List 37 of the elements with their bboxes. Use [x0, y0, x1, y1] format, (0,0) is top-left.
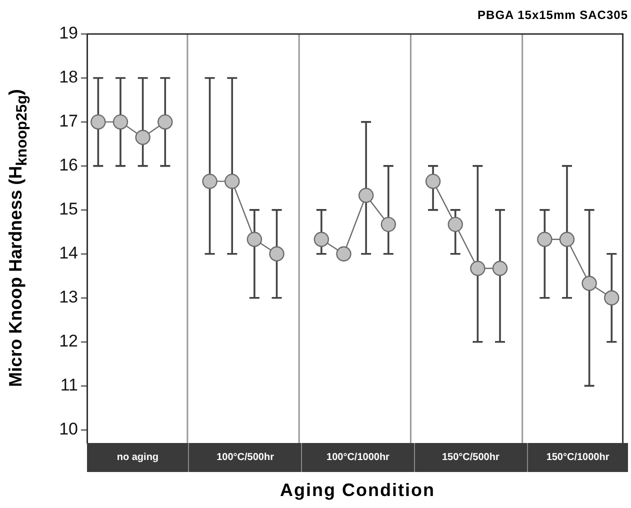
point	[112, 114, 128, 130]
point	[380, 216, 396, 232]
point	[470, 260, 486, 276]
text: 150°C/500hr	[414, 443, 527, 472]
point	[90, 114, 106, 130]
point	[537, 232, 552, 247]
point	[358, 188, 374, 203]
y-tick-label: 12	[59, 332, 78, 351]
point	[492, 260, 508, 276]
point	[224, 174, 240, 189]
point	[202, 174, 218, 189]
text: no aging	[87, 443, 188, 472]
point	[582, 276, 597, 291]
point	[314, 232, 330, 247]
point	[135, 130, 150, 145]
text: 150°C/1000hr	[526, 443, 628, 472]
y-tick-label: 19	[59, 24, 78, 43]
point	[246, 232, 262, 247]
point	[425, 174, 441, 189]
chart-title: PBGA 15x15mm SAC305	[478, 8, 628, 22]
y-tick-label: 15	[59, 200, 78, 219]
y-tick-label: 10	[59, 419, 78, 438]
point	[448, 216, 463, 232]
y-tick-label: 14	[59, 244, 78, 263]
point	[604, 290, 620, 306]
x-axis-title: Aging Condition	[279, 480, 436, 501]
point	[269, 246, 284, 262]
y-tick-label: 18	[59, 68, 78, 87]
text: 100°C/500hr	[188, 443, 302, 472]
y-tick-label: 17	[59, 112, 78, 131]
point	[559, 232, 575, 247]
y-tick-label: 13	[59, 288, 78, 307]
point	[158, 114, 173, 130]
text: 100°C/1000hr	[301, 443, 414, 472]
point	[336, 246, 352, 262]
y-tick-label: 11	[60, 376, 78, 395]
y-tick-label: 16	[59, 156, 78, 175]
